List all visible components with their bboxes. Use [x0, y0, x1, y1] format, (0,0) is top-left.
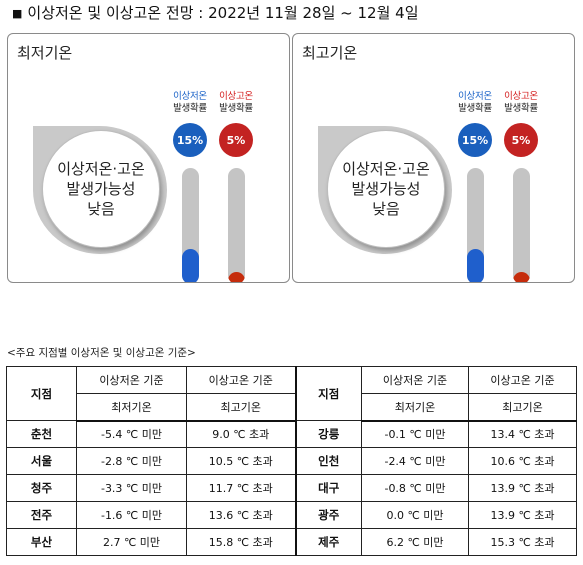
table-row: 서울 -2.8 ℃ 미만 10.5 ℃ 초과 인천 -2.4 ℃ 미만 10.6 ℃ 초과	[6, 447, 577, 475]
table-row: 청주 -3.3 ℃ 미만 11.7 ℃ 초과 대구 -0.8 ℃ 미만 13.9 ℃ 초과	[6, 474, 577, 502]
cold-threshold-cell: -0.1 ℃ 미만	[361, 420, 469, 448]
bubble-line: 낮음	[87, 200, 115, 218]
bubble-line: 이상저온·고온	[342, 160, 430, 178]
hot-threshold-cell: 9.0 ℃ 초과	[186, 420, 297, 448]
page-title: ■ 이상저온 및 이상고온 전망 : 2022년 11월 28일 ~ 12월 4일	[12, 2, 419, 23]
panel-title: 최저기온	[17, 44, 73, 62]
bubble-text: 이상저온·고온 발생가능성 낮음	[57, 159, 145, 219]
hot-label-line2: 발생확률	[504, 103, 538, 114]
bubble-line: 발생가능성	[66, 180, 136, 198]
hot-threshold-cell: 13.9 ℃ 초과	[468, 474, 577, 502]
cold-probability-badge: 15%	[458, 123, 492, 157]
table-row: 춘천 -5.4 ℃ 미만 9.0 ℃ 초과 강릉 -0.1 ℃ 미만 13.4 ℃ 초과	[6, 420, 577, 448]
hot-threshold-cell: 13.4 ℃ 초과	[468, 420, 577, 448]
square-bullet-icon: ■	[12, 7, 23, 20]
panel-title: 최고기온	[302, 44, 358, 62]
cold-thermometer-bar	[182, 168, 199, 282]
station-cell: 광주	[295, 501, 362, 529]
table-body: 춘천 -5.4 ℃ 미만 9.0 ℃ 초과 강릉 -0.1 ℃ 미만 13.4 ℃ 초과 서…	[6, 420, 577, 556]
hot-probability-label: 이상고온 발생확률	[215, 91, 257, 115]
hot-label-line1: 이상고온	[219, 91, 253, 102]
station-cell: 서울	[6, 447, 77, 475]
station-cell: 부산	[6, 528, 77, 556]
cold-label-line1: 이상저온	[458, 91, 492, 102]
hot-sub-header: 최고기온	[186, 393, 297, 422]
probability-bubble: 이상저온·고온 발생가능성 낮음	[318, 126, 452, 254]
cold-threshold-cell: -3.3 ℃ 미만	[76, 474, 187, 502]
hot-thermometer-bar	[513, 168, 530, 282]
cold-probability-badge: 15%	[173, 123, 207, 157]
cold-threshold-cell: 2.7 ℃ 미만	[76, 528, 187, 556]
cold-threshold-header: 이상저온 기준	[76, 366, 187, 394]
bubble-circle: 이상저온·고온 발생가능성 낮음	[327, 130, 445, 248]
hot-label-line2: 발생확률	[219, 103, 253, 114]
bubble-circle: 이상저온·고온 발생가능성 낮음	[42, 130, 160, 248]
cold-threshold-cell: -2.8 ℃ 미만	[76, 447, 187, 475]
bubble-line: 낮음	[372, 200, 400, 218]
cold-label-line2: 발생확률	[458, 103, 492, 114]
station-cell: 춘천	[6, 420, 77, 448]
station-cell: 대구	[295, 474, 362, 502]
bubble-text: 이상저온·고온 발생가능성 낮음	[342, 159, 430, 219]
cold-probability-label: 이상저온 발생확률	[454, 91, 496, 115]
cold-label-line1: 이상저온	[173, 91, 207, 102]
hot-threshold-cell: 10.5 ℃ 초과	[186, 447, 297, 475]
cold-thermometer-bar	[467, 168, 484, 282]
hot-threshold-cell: 13.9 ℃ 초과	[468, 501, 577, 529]
station-cell: 제주	[295, 528, 362, 556]
hot-thermometer-fill	[513, 272, 530, 282]
hot-sub-header: 최고기온	[468, 393, 577, 422]
hot-probability-label: 이상고온 발생확률	[500, 91, 542, 115]
cold-threshold-cell: -1.6 ℃ 미만	[76, 501, 187, 529]
table-row: 전주 -1.6 ℃ 미만 13.6 ℃ 초과 광주 0.0 ℃ 미만 13.9 ℃ 초과	[6, 501, 577, 529]
hot-probability-badge: 5%	[219, 123, 253, 157]
cold-sub-header: 최저기온	[361, 393, 469, 422]
station-cell: 청주	[6, 474, 77, 502]
cold-sub-header: 최저기온	[76, 393, 187, 422]
hot-threshold-cell: 13.6 ℃ 초과	[186, 501, 297, 529]
station-header: 지점	[295, 366, 362, 421]
cold-threshold-cell: -5.4 ℃ 미만	[76, 420, 187, 448]
station-cell: 인천	[295, 447, 362, 475]
page-title-text: 이상저온 및 이상고온 전망 : 2022년 11월 28일 ~ 12월 4일	[27, 4, 419, 22]
bubble-line: 발생가능성	[351, 180, 421, 198]
threshold-table: 지점 이상저온 기준 이상고온 기준 지점 이상저온 기준 이상고온 기준 최저…	[6, 366, 577, 556]
cold-probability-label: 이상저온 발생확률	[169, 91, 211, 115]
bubble-line: 이상저온·고온	[57, 160, 145, 178]
hot-threshold-cell: 15.8 ℃ 초과	[186, 528, 297, 556]
cold-threshold-cell: -0.8 ℃ 미만	[361, 474, 469, 502]
cold-thermometer-fill	[467, 249, 484, 282]
hot-threshold-cell: 10.6 ℃ 초과	[468, 447, 577, 475]
hot-threshold-cell: 15.3 ℃ 초과	[468, 528, 577, 556]
cold-threshold-cell: 0.0 ℃ 미만	[361, 501, 469, 529]
cold-threshold-cell: -2.4 ℃ 미만	[361, 447, 469, 475]
hot-thermometer-bar	[228, 168, 245, 282]
table-row: 부산 2.7 ℃ 미만 15.8 ℃ 초과 제주 6.2 ℃ 미만 15.3 ℃ 초과	[6, 528, 577, 556]
cold-threshold-cell: 6.2 ℃ 미만	[361, 528, 469, 556]
min-temp-panel: 최저기온 이상저온·고온 발생가능성 낮음 이상저온 발생확률 이상고온 발생확…	[7, 33, 290, 283]
hot-thermometer-fill	[228, 272, 245, 282]
station-cell: 전주	[6, 501, 77, 529]
hot-label-line1: 이상고온	[504, 91, 538, 102]
cold-label-line2: 발생확률	[173, 103, 207, 114]
hot-threshold-header: 이상고온 기준	[186, 366, 297, 394]
hot-threshold-cell: 11.7 ℃ 초과	[186, 474, 297, 502]
probability-bubble: 이상저온·고온 발생가능성 낮음	[33, 126, 167, 254]
station-header: 지점	[6, 366, 77, 421]
table-caption: <주요 지점별 이상저온 및 이상고온 기준>	[7, 347, 196, 359]
hot-probability-badge: 5%	[504, 123, 538, 157]
cold-threshold-header: 이상저온 기준	[361, 366, 469, 394]
hot-threshold-header: 이상고온 기준	[468, 366, 577, 394]
cold-thermometer-fill	[182, 249, 199, 282]
station-cell: 강릉	[295, 420, 362, 448]
max-temp-panel: 최고기온 이상저온·고온 발생가능성 낮음 이상저온 발생확률 이상고온 발생확…	[292, 33, 575, 283]
